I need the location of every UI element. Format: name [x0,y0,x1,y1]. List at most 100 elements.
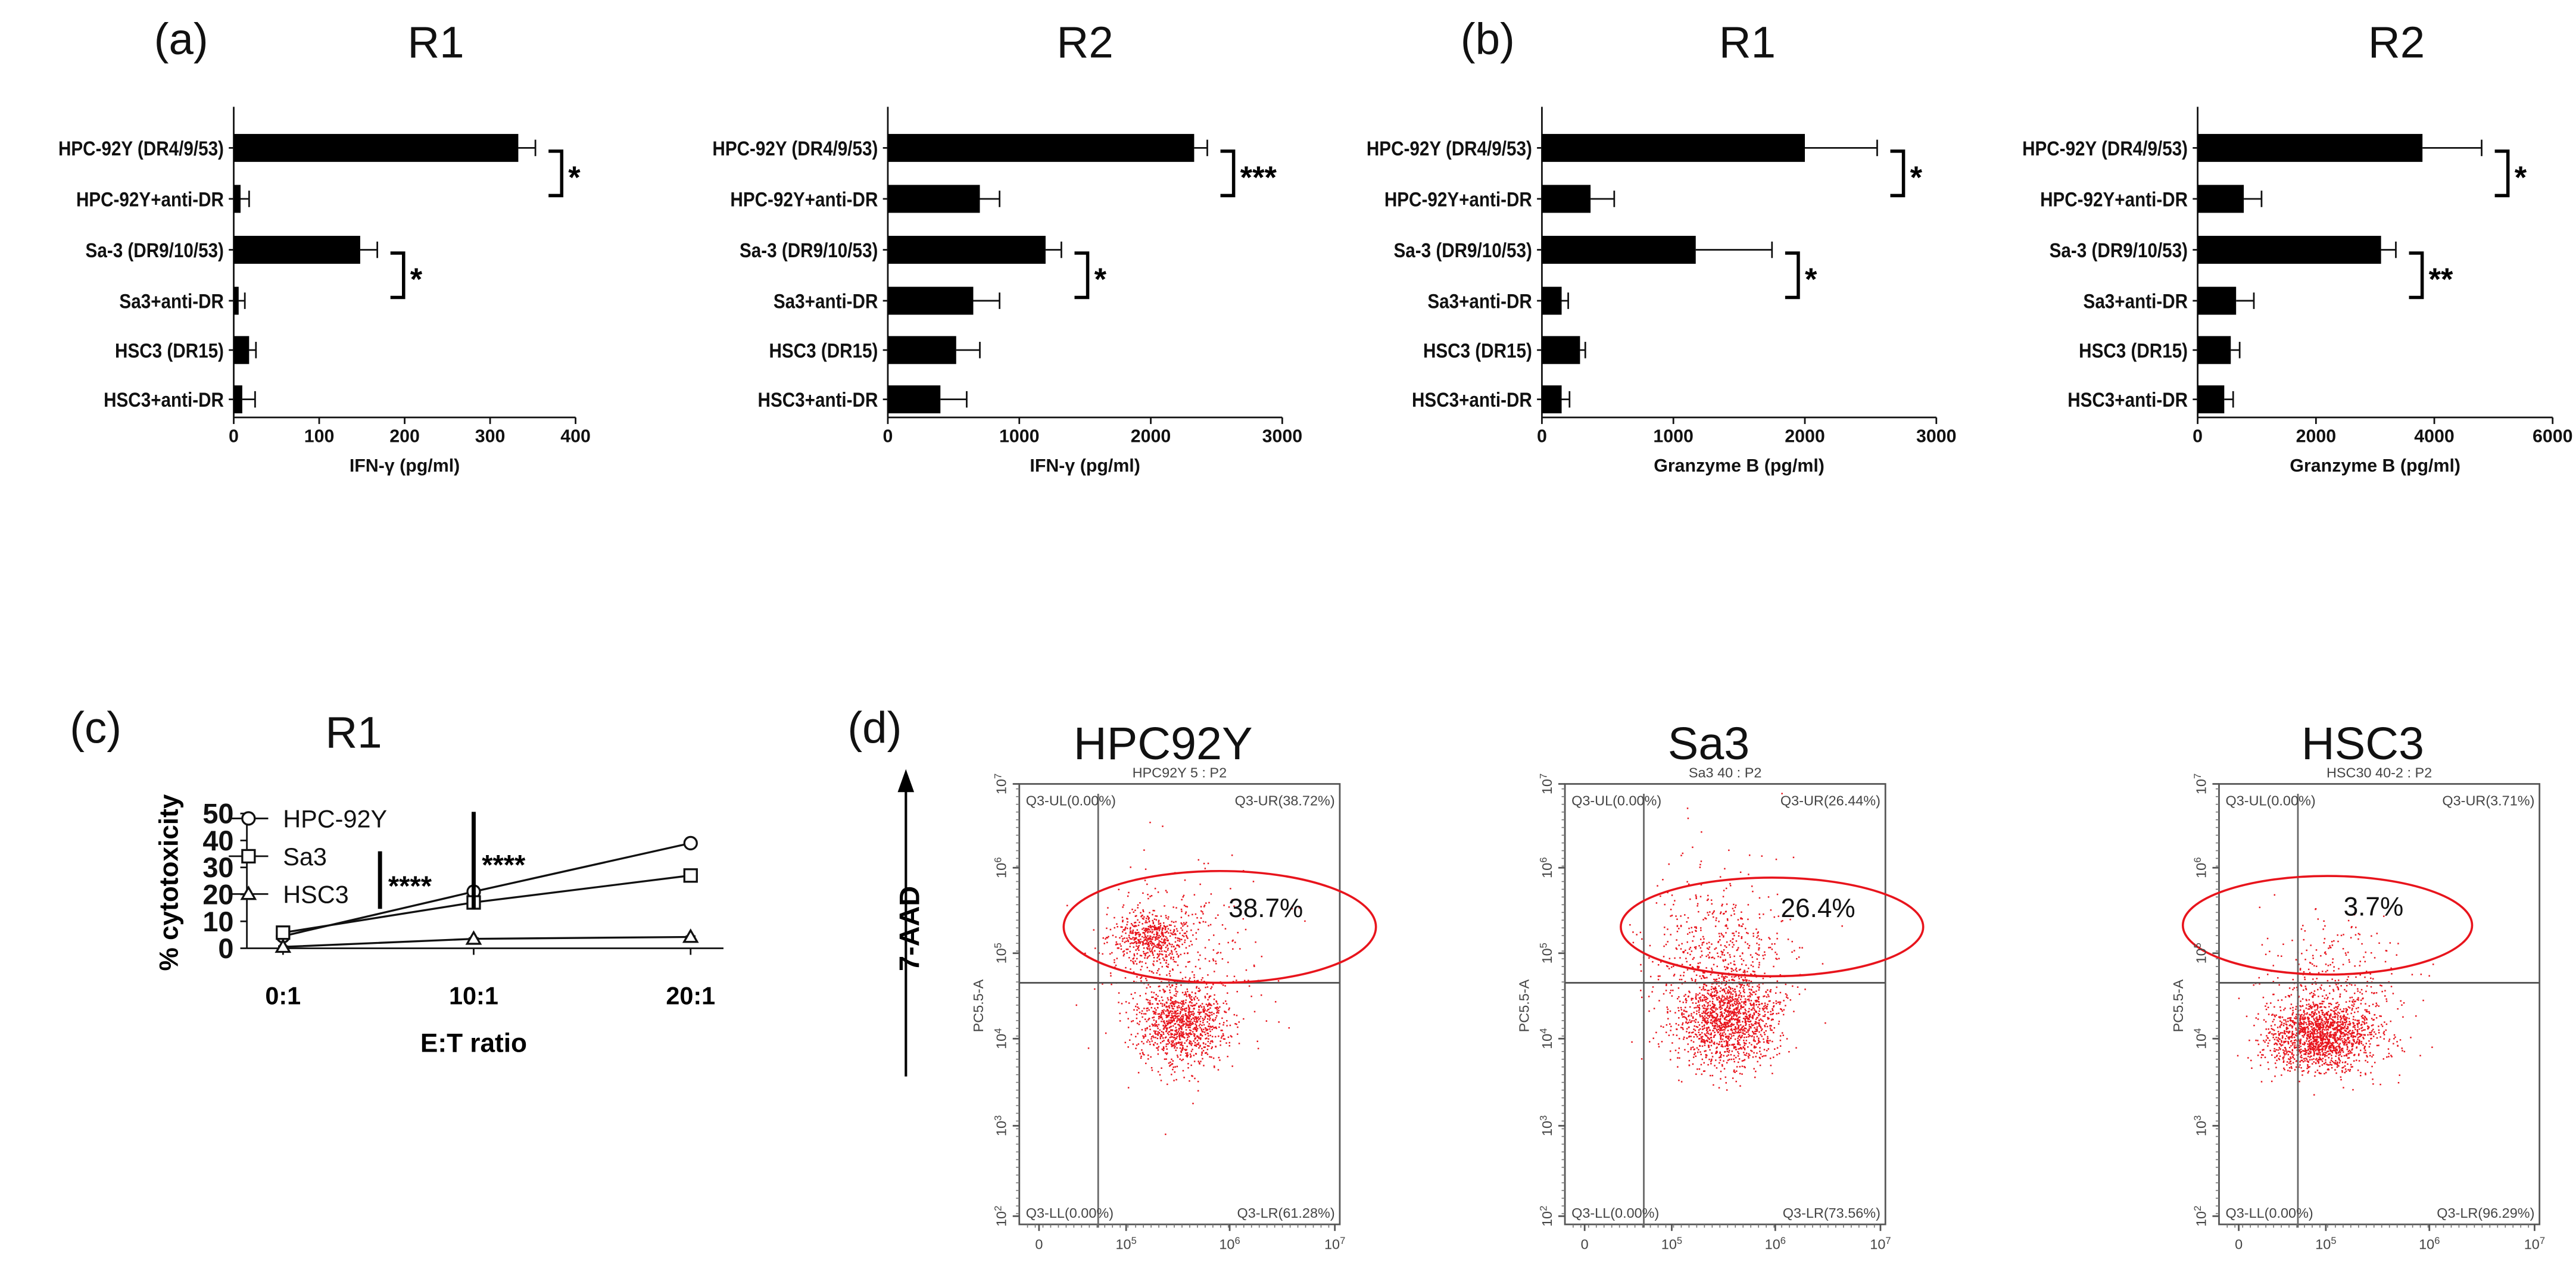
event-dot [1707,1006,1708,1008]
event-dot [1171,1020,1173,1022]
event-dot [1183,935,1185,937]
event-dot [1745,1024,1747,1026]
event-dot [1703,989,1705,991]
event-dot [1143,1013,1145,1015]
event-dot [1143,1037,1144,1039]
event-dot [1691,931,1694,933]
event-dot [1222,1024,1224,1026]
event-dot [1151,1069,1153,1071]
event-dot [1149,821,1151,824]
event-dot [1166,945,1168,947]
event-dot [1149,925,1152,927]
event-dot [1175,907,1177,909]
event-dot [1722,1024,1723,1026]
event-dot [1155,927,1157,929]
legend-label: HPC-92Y [283,806,387,833]
event-dot [1133,925,1135,927]
event-dot [1722,996,1723,998]
data-point [275,938,292,953]
event-dot [1743,1041,1745,1044]
event-dot [1174,925,1176,927]
event-dot [1225,1003,1228,1005]
event-dot [1756,953,1758,955]
event-dot [1152,938,1153,940]
event-dot [1165,1025,1168,1027]
tick-exponent: 5 [1131,1235,1137,1246]
event-dot [1169,989,1171,991]
event-dot [1791,951,1793,953]
event-dot [1724,975,1726,978]
event-dot [1786,1038,1788,1040]
event-dot [1759,1050,1761,1052]
event-dot [1729,999,1732,1001]
event-dot [1231,940,1233,942]
event-dot [2323,1038,2325,1040]
event-dot [1732,938,1734,940]
event-dot [1170,986,1171,988]
event-dot [1172,1002,1174,1005]
event-dot [1676,925,1679,927]
event-dot [1721,905,1723,907]
event-dot [1195,1023,1196,1025]
event-dot [2302,1031,2304,1033]
event-dot [1175,1027,1177,1028]
event-dot [1209,1012,1211,1013]
event-dot [1680,1081,1683,1083]
event-dot [1706,1032,1708,1034]
event-dot [2295,1022,2297,1024]
event-dot [2287,1018,2289,1019]
event-dot [1739,999,1742,1000]
event-dot [1706,899,1708,902]
event-dot [1170,1021,1172,1023]
event-dot [1677,1052,1679,1054]
event-dot [1138,931,1140,934]
event-dot [1176,1036,1178,1038]
event-dot [1194,1033,1196,1036]
event-dot [1122,951,1124,953]
event-dot [1206,1049,1209,1050]
event-dot [1780,921,1782,922]
event-dot [1174,981,1175,983]
event-dot [2360,1015,2363,1018]
event-dot [2274,1043,2275,1045]
event-dot [1220,1040,1221,1042]
event-dot [1705,1030,1708,1031]
event-dot [1698,1001,1699,1003]
event-dot [1186,1046,1188,1047]
event-dot [1168,1012,1170,1014]
event-dot [2313,1052,2315,1054]
event-dot [1165,1058,1167,1060]
event-dot [1197,859,1200,861]
bar [1542,336,1580,364]
event-dot [1695,993,1697,995]
event-dot [1706,977,1708,979]
event-dot [1123,953,1125,955]
event-dot [2330,1013,2332,1015]
event-dot [1727,1022,1730,1024]
event-dot [1175,1042,1177,1044]
event-dot [1723,966,1726,968]
event-dot [1200,1029,1203,1031]
event-dot [1718,985,1720,987]
event-dot [1143,929,1146,931]
event-dot [1178,946,1180,948]
event-dot [1727,1011,1729,1012]
event-dot [2391,1056,2393,1058]
event-dot [1715,1052,1717,1055]
event-dot [1222,1038,1225,1040]
event-dot [1677,1007,1679,1009]
event-dot [1777,915,1779,917]
event-dot [1173,1043,1175,1045]
event-dot [1172,906,1174,908]
event-dot [1185,993,1187,995]
event-dot [1726,966,1728,968]
event-dot [1215,1016,1217,1019]
event-dot [1736,1001,1738,1003]
event-dot [1121,935,1122,937]
event-dot [1695,1055,1697,1058]
event-dot [2322,1052,2324,1054]
event-dot [1753,991,1755,993]
event-dot [2309,1049,2312,1051]
event-dot [1224,1000,1227,1002]
event-dot [1187,1024,1189,1027]
